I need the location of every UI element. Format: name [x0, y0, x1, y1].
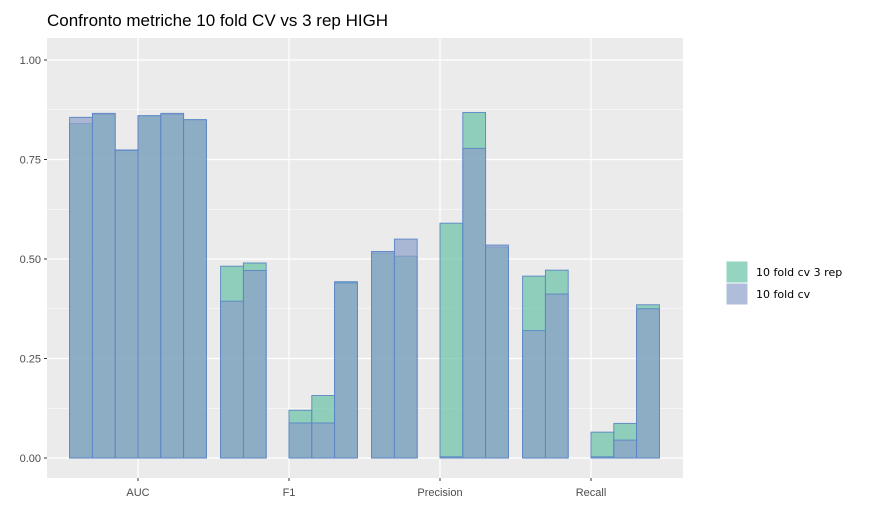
bar-cv-recall-4 — [590, 456, 615, 459]
legend-label: 10 fold cv 3 rep — [756, 266, 842, 279]
bar-cv-auc-6 — [183, 119, 207, 459]
x-axis: AUC F1 Precision Recall — [126, 478, 606, 499]
y-tick-label: 0.50 — [20, 254, 41, 266]
bar-rep-precision-4 — [439, 222, 464, 459]
bar-cv-auc-1 — [69, 116, 93, 459]
bar-cv-f1-5 — [311, 422, 336, 459]
bars — [69, 112, 660, 459]
bar-cv-auc-4 — [137, 115, 162, 459]
bar-cv-recall-5 — [613, 439, 638, 459]
chart-title: Confronto metriche 10 fold CV vs 3 rep H… — [47, 11, 389, 30]
y-tick-label: 0.25 — [20, 354, 41, 366]
bar-cv-recall-1 — [522, 330, 546, 459]
y-tick-label: 0.75 — [20, 155, 41, 167]
bar-cv-f1-2 — [242, 270, 267, 459]
y-tick-label: 1.00 — [20, 55, 41, 67]
legend-swatch — [726, 283, 748, 305]
bar-cv-recall-6 — [636, 308, 660, 459]
bar-cv-precision-6 — [485, 244, 509, 459]
bar-cv-precision-5 — [462, 147, 487, 459]
x-tick-label-precision: Precision — [417, 487, 462, 499]
bar-cv-f1-1 — [220, 300, 244, 459]
bar-cv-auc-3 — [114, 149, 139, 459]
bar-cv-precision-2 — [393, 238, 418, 459]
bar-cv-precision-4 — [439, 456, 464, 459]
legend-swatch — [726, 261, 748, 283]
bar-rep-recall-4 — [590, 431, 615, 459]
bar-cv-auc-5 — [160, 112, 185, 459]
x-tick-label-f1: F1 — [283, 487, 296, 499]
bar-cv-f1-4 — [288, 422, 313, 459]
legend-label: 10 fold cv — [756, 288, 811, 301]
y-axis: 0.00 0.25 0.50 0.75 1.00 — [20, 55, 47, 465]
legend: 10 fold cv 3 rep 10 fold cv — [726, 261, 842, 305]
bar-cv-auc-2 — [91, 112, 116, 459]
bar-cv-f1-6 — [334, 282, 358, 459]
y-tick-label: 0.00 — [20, 453, 41, 465]
bar-cv-recall-2 — [544, 293, 569, 459]
x-tick-label-auc: AUC — [126, 487, 149, 499]
x-tick-label-recall: Recall — [576, 487, 607, 499]
bar-cv-precision-1 — [371, 250, 395, 459]
